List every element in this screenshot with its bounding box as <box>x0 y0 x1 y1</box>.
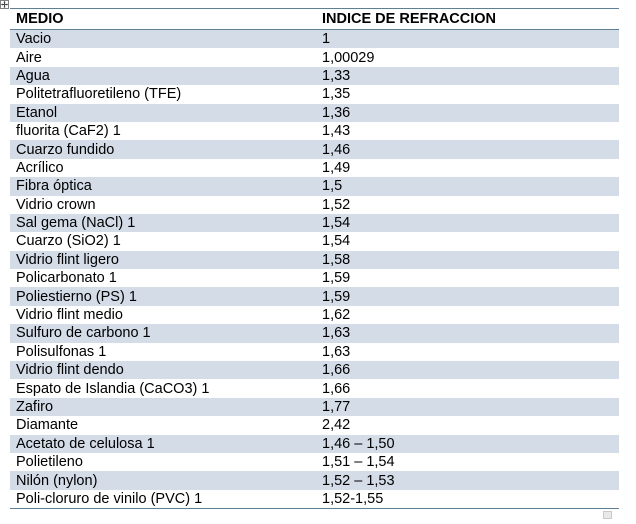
table-row: Vacio 1 <box>10 29 619 49</box>
cell-indice: 1,36 <box>316 103 619 122</box>
table-row: Sulfuro de carbono 1 1,63 <box>10 324 619 343</box>
table-row: Espato de Islandia (CaCO3) 1 1,66 <box>10 379 619 398</box>
cell-indice: 1,43 <box>316 121 619 141</box>
header-medio: MEDIO <box>10 8 316 30</box>
table-row: Vidrio flint dendo 1,66 <box>10 361 619 380</box>
cell-indice: 1,49 <box>316 158 619 178</box>
table-row: Vidrio crown 1,52 <box>10 195 619 214</box>
cell-medio: Fibra óptica <box>10 177 316 196</box>
cell-medio: Acetato de celulosa 1 <box>10 434 316 453</box>
cell-medio: Poliestierno (PS) 1 <box>10 287 316 306</box>
table-row: Policarbonato 1 1,59 <box>10 269 619 288</box>
refraction-index-table: MEDIO INDICE DE REFRACCION Vacio 1 Aire 1,0… <box>10 8 619 510</box>
cell-medio: Sulfuro de carbono 1 <box>10 324 316 343</box>
table-row: Acrílico 1,49 <box>10 158 619 178</box>
table-row: Sal gema (NaCl) 1 1,54 <box>10 213 619 233</box>
cell-indice: 1,59 <box>316 269 619 288</box>
cell-medio: Polietileno <box>10 452 316 472</box>
cell-medio: Diamante <box>10 416 316 435</box>
cell-medio: Polisulfonas 1 <box>10 342 316 362</box>
table-row: Polietileno 1,51 – 1,54 <box>10 452 619 472</box>
cell-medio: Policarbonato 1 <box>10 269 316 288</box>
move-arrows-icon <box>1 1 8 8</box>
table-row: Cuarzo fundido 1,46 <box>10 140 619 159</box>
table-row: Nilón (nylon) 1,52 – 1,53 <box>10 471 619 490</box>
table-body: Vacio 1 Aire 1,00029 Agua 1,33 Politetrafluore… <box>10 29 619 510</box>
table-row: Vidrio flint ligero 1,58 <box>10 250 619 270</box>
table-row: Agua 1,33 <box>10 66 619 86</box>
cell-medio: Aire <box>10 48 316 67</box>
cell-indice: 1,51 – 1,54 <box>316 452 619 472</box>
cell-indice: 1,46 – 1,50 <box>316 434 619 453</box>
table-row: Etanol 1,36 <box>10 103 619 122</box>
cell-medio: Vacio <box>10 29 316 49</box>
table-row: Acetato de celulosa 1 1,46 – 1,50 <box>10 434 619 453</box>
cell-indice: 1,63 <box>316 342 619 362</box>
cell-medio: Vidrio flint medio <box>10 305 316 325</box>
cell-medio: Vidrio flint ligero <box>10 250 316 270</box>
cell-indice: 1 <box>316 29 619 49</box>
cell-indice: 1,00029 <box>316 48 619 67</box>
cell-medio: Zafiro <box>10 397 316 417</box>
cell-indice: 1,54 <box>316 232 619 251</box>
cell-indice: 1,54 <box>316 213 619 233</box>
cell-indice: 1,52 <box>316 195 619 214</box>
cell-medio: Cuarzo fundido <box>10 140 316 159</box>
table-row: Fibra óptica 1,5 <box>10 177 619 196</box>
table-row: Politetrafluoretileno (TFE) 1,35 <box>10 85 619 104</box>
cell-indice: 1,77 <box>316 397 619 417</box>
header-indice-refraccion: INDICE DE REFRACCION <box>316 8 619 30</box>
cell-medio: Nilón (nylon) <box>10 471 316 490</box>
table-header-row: MEDIO INDICE DE REFRACCION <box>10 8 619 30</box>
cell-medio: Vidrio crown <box>10 195 316 214</box>
cell-indice: 1,58 <box>316 250 619 270</box>
table-row: Poli-cloruro de vinilo (PVC) 1 1,52-1,55 <box>10 489 619 510</box>
cell-medio: Cuarzo (SiO2) 1 <box>10 232 316 251</box>
cell-indice: 1,33 <box>316 66 619 86</box>
cell-indice: 1,59 <box>316 287 619 306</box>
cell-medio: fluorita (CaF2) 1 <box>10 121 316 141</box>
cell-indice: 1,66 <box>316 379 619 398</box>
table-row: Zafiro 1,77 <box>10 397 619 417</box>
cell-medio: Agua <box>10 66 316 86</box>
cell-indice: 1,66 <box>316 361 619 380</box>
table-row: Aire 1,00029 <box>10 48 619 67</box>
cell-medio: Politetrafluoretileno (TFE) <box>10 85 316 104</box>
cell-indice: 1,5 <box>316 177 619 196</box>
table-end-marker-icon[interactable] <box>603 511 612 519</box>
cell-indice: 1,52 – 1,53 <box>316 471 619 490</box>
cell-indice: 1,35 <box>316 85 619 104</box>
table-row: Polisulfonas 1 1,63 <box>10 342 619 362</box>
cell-medio: Espato de Islandia (CaCO3) 1 <box>10 379 316 398</box>
cell-indice: 1,63 <box>316 324 619 343</box>
cell-medio: Poli-cloruro de vinilo (PVC) 1 <box>10 489 316 510</box>
cell-indice: 1,52-1,55 <box>316 489 619 510</box>
cell-medio: Acrílico <box>10 158 316 178</box>
cell-indice: 1,46 <box>316 140 619 159</box>
table-row: Poliestierno (PS) 1 1,59 <box>10 287 619 306</box>
table-row: fluorita (CaF2) 1 1,43 <box>10 121 619 141</box>
table-row: Vidrio flint medio 1,62 <box>10 305 619 325</box>
cell-indice: 2,42 <box>316 416 619 435</box>
table-move-handle-icon[interactable] <box>0 0 9 9</box>
cell-medio: Vidrio flint dendo <box>10 361 316 380</box>
cell-medio: Sal gema (NaCl) 1 <box>10 213 316 233</box>
table-row: Cuarzo (SiO2) 1 1,54 <box>10 232 619 251</box>
cell-indice: 1,62 <box>316 305 619 325</box>
table-row: Diamante 2,42 <box>10 416 619 435</box>
cell-medio: Etanol <box>10 103 316 122</box>
